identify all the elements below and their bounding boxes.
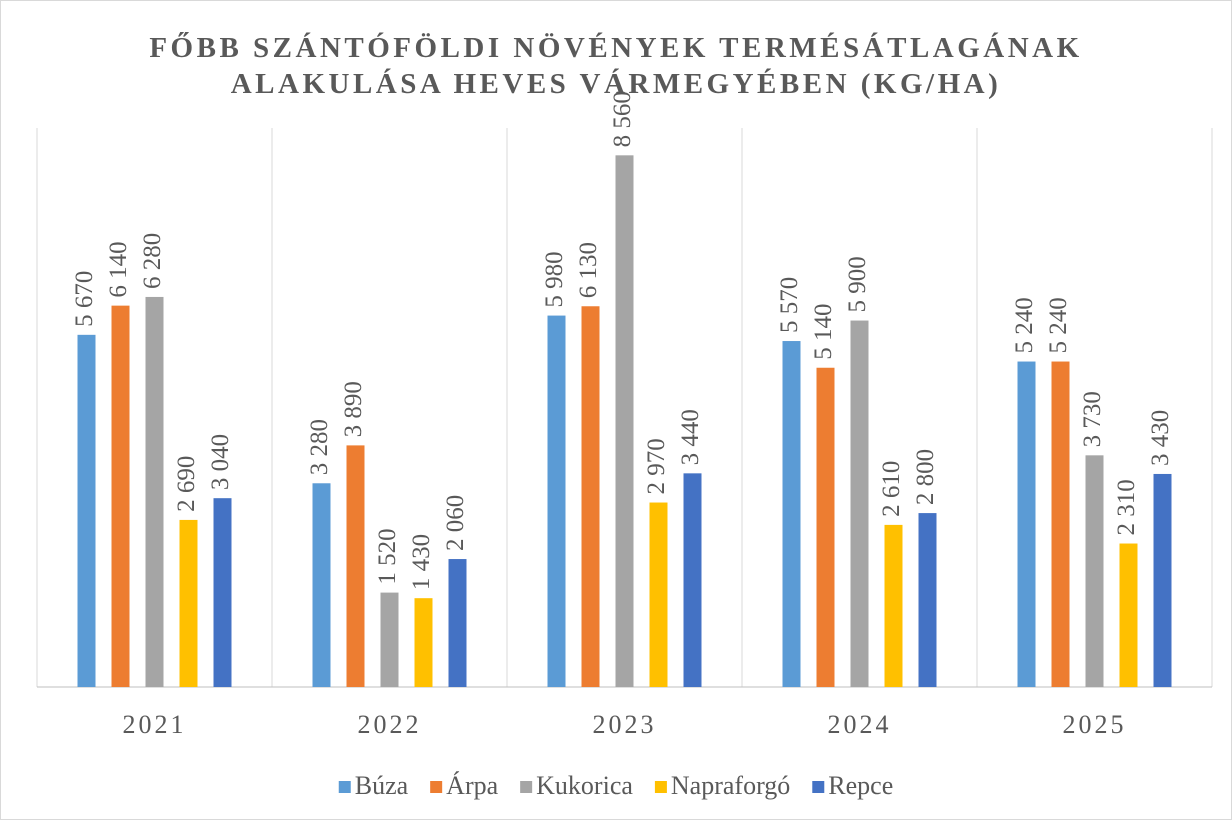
legend-swatch: [338, 781, 351, 793]
bar: [111, 305, 130, 687]
value-label: 2 610: [878, 461, 905, 517]
value-label: 5 240: [1045, 297, 1072, 353]
bar: [1051, 361, 1070, 687]
value-label: 3 890: [340, 381, 367, 437]
bar: [448, 559, 467, 687]
value-label: 5 670: [71, 271, 98, 327]
x-tick-label: 2022: [358, 710, 422, 739]
value-label: 5 570: [776, 277, 803, 333]
bar: [649, 502, 668, 687]
bar: [918, 513, 937, 687]
x-tick-label: 2021: [123, 710, 187, 739]
x-tick-label: 2024: [828, 710, 892, 739]
legend-label: Búza: [355, 771, 409, 800]
value-label: 2 690: [173, 456, 200, 512]
legend-swatch: [654, 781, 667, 793]
bar: [380, 592, 399, 687]
value-label: 3 730: [1079, 391, 1106, 447]
bar: [312, 483, 331, 687]
value-label: 2 310: [1113, 479, 1140, 535]
legend-swatch: [520, 781, 533, 793]
value-label: 3 440: [677, 409, 704, 465]
bar: [414, 598, 433, 687]
bar: [547, 315, 566, 687]
value-label: 3 430: [1147, 410, 1174, 466]
value-label: 6 280: [139, 233, 166, 289]
value-label: 5 140: [810, 303, 837, 359]
legend-swatch: [430, 781, 443, 793]
value-label: 2 970: [643, 438, 670, 494]
value-label: 5 900: [844, 256, 871, 312]
bar: [1153, 473, 1172, 687]
legend-label: Kukorica: [536, 771, 633, 800]
bar: [683, 473, 702, 687]
value-label: 1 430: [408, 534, 435, 590]
chart-title: FŐBB SZÁNTÓFÖLDI NÖVÉNYEK TERMÉSÁTLAGÁNA…: [149, 32, 1083, 100]
value-label: 3 280: [306, 419, 333, 475]
value-label: 6 140: [105, 241, 132, 297]
legend-label: Napraforgó: [671, 771, 790, 800]
x-tick-label: 2025: [1063, 710, 1127, 739]
bar: [884, 524, 903, 687]
bar: [1017, 361, 1036, 687]
bar: [816, 367, 835, 687]
bar: [77, 334, 96, 687]
value-label: 6 130: [575, 242, 602, 298]
bar: [346, 445, 365, 687]
bar: [1119, 543, 1138, 687]
legend-swatch: [812, 781, 825, 793]
bar: [213, 498, 232, 687]
legend-label: Repce: [828, 771, 893, 800]
bar: [581, 306, 600, 687]
bar: [145, 296, 164, 687]
value-label: 3 040: [207, 434, 234, 490]
bar: [1085, 455, 1104, 687]
value-label: 2 060: [442, 495, 469, 551]
value-label: 2 800: [912, 449, 939, 505]
x-tick-label: 2023: [593, 710, 657, 739]
bar: [850, 320, 869, 687]
value-label: 5 240: [1011, 297, 1038, 353]
legend-label: Árpa: [446, 771, 498, 800]
bar: [782, 341, 801, 687]
bar: [179, 519, 198, 687]
bar: [615, 155, 634, 688]
value-label: 1 520: [374, 528, 401, 584]
value-label: 8 560: [609, 91, 636, 147]
value-label: 5 980: [541, 251, 568, 307]
